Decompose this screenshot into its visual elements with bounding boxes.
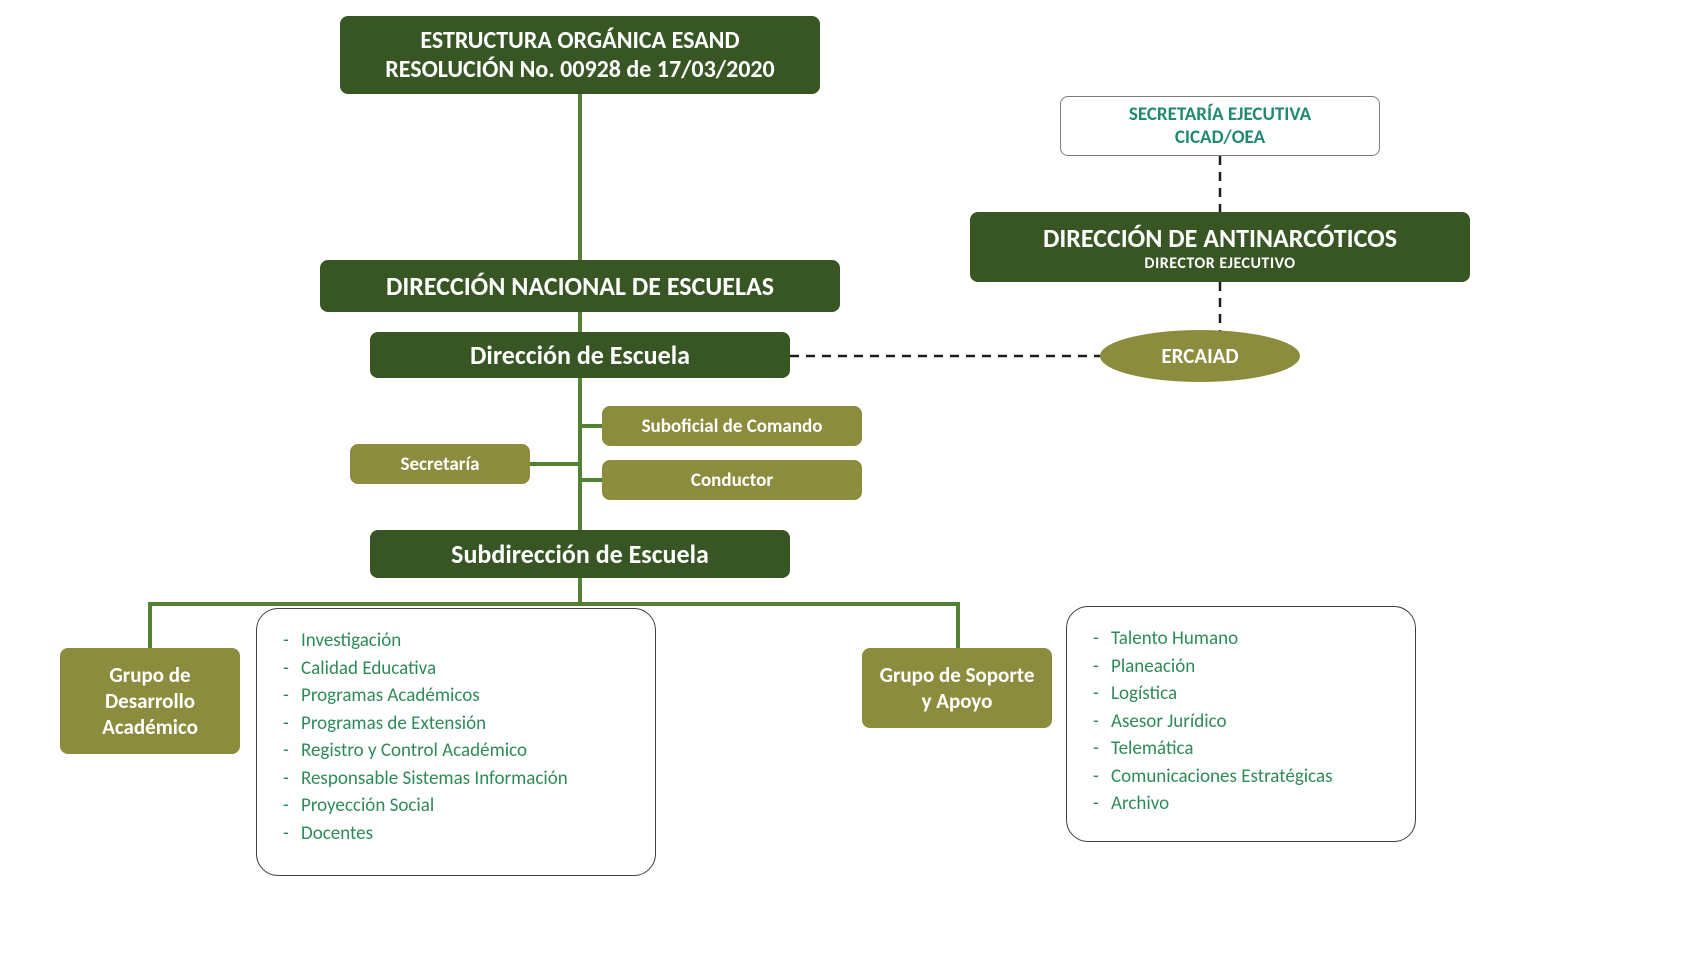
grupo-soporte-box: Grupo de Soporte y Apoyo [862, 648, 1052, 728]
list-item: Logística [1111, 680, 1389, 708]
grupo-soporte-l1: Grupo de Soporte [880, 662, 1035, 688]
dir-antinarcoticos-box: DIRECCIÓN DE ANTINARCÓTICOS DIRECTOR EJE… [970, 212, 1470, 282]
dir-antinarc-l2: DIRECTOR EJECUTIVO [1144, 254, 1295, 273]
list-item: Planeación [1111, 653, 1389, 681]
dir-escuela-label: Dirección de Escuela [470, 339, 690, 371]
list-item: Proyección Social [301, 792, 629, 820]
title-line1: ESTRUCTURA ORGÁNICA ESAND [420, 26, 739, 55]
ercaiad-label: ERCAIAD [1161, 343, 1238, 369]
list-item: Docentes [301, 820, 629, 848]
list-item: Comunicaciones Estratégicas [1111, 763, 1389, 791]
grupo-desarrollo-l2: Desarrollo [105, 688, 195, 714]
list-item: Investigación [301, 627, 629, 655]
sec-ejecutiva-l2: CICAD/OEA [1175, 126, 1265, 149]
grupo-desarrollo-l1: Grupo de [109, 662, 190, 688]
title-line2: RESOLUCIÓN No. 00928 de 17/03/2020 [385, 55, 774, 84]
dir-escuela-box: Dirección de Escuela [370, 332, 790, 378]
dir-nacional-label: DIRECCIÓN NACIONAL DE ESCUELAS [386, 270, 774, 302]
list-item: Asesor Jurídico [1111, 708, 1389, 736]
sec-ejecutiva-l1: SECRETARÍA EJECUTIVA [1129, 103, 1311, 126]
list-item: Programas de Extensión [301, 710, 629, 738]
list-item: Programas Académicos [301, 682, 629, 710]
title-box: ESTRUCTURA ORGÁNICA ESAND RESOLUCIÓN No.… [340, 16, 820, 94]
list-item: Archivo [1111, 790, 1389, 818]
list-item: Talento Humano [1111, 625, 1389, 653]
grupo-desarrollo-l3: Académico [102, 714, 198, 740]
grupo-soporte-l2: y Apoyo [922, 688, 993, 714]
ercaiad-ellipse: ERCAIAD [1100, 330, 1300, 382]
suboficial-box: Suboficial de Comando [602, 406, 862, 446]
suboficial-label: Suboficial de Comando [642, 415, 823, 438]
sec-ejecutiva-box: SECRETARÍA EJECUTIVA CICAD/OEA [1060, 96, 1380, 156]
dir-nacional-box: DIRECCIÓN NACIONAL DE ESCUELAS [320, 260, 840, 312]
grupo-desarrollo-box: Grupo de Desarrollo Académico [60, 648, 240, 754]
subdireccion-label: Subdirección de Escuela [451, 538, 709, 570]
list-item: Telemática [1111, 735, 1389, 763]
secretaria-label: Secretaría [400, 453, 479, 476]
list-item: Responsable Sistemas Información [301, 765, 629, 793]
list-item: Registro y Control Académico [301, 737, 629, 765]
conductor-label: Conductor [691, 469, 773, 492]
subdireccion-box: Subdirección de Escuela [370, 530, 790, 578]
list-right: Talento HumanoPlaneaciónLogísticaAsesor … [1066, 606, 1416, 842]
conductor-box: Conductor [602, 460, 862, 500]
dir-antinarc-l1: DIRECCIÓN DE ANTINARCÓTICOS [1043, 222, 1397, 254]
secretaria-box: Secretaría [350, 444, 530, 484]
list-item: Calidad Educativa [301, 655, 629, 683]
list-left: InvestigaciónCalidad EducativaProgramas … [256, 608, 656, 876]
